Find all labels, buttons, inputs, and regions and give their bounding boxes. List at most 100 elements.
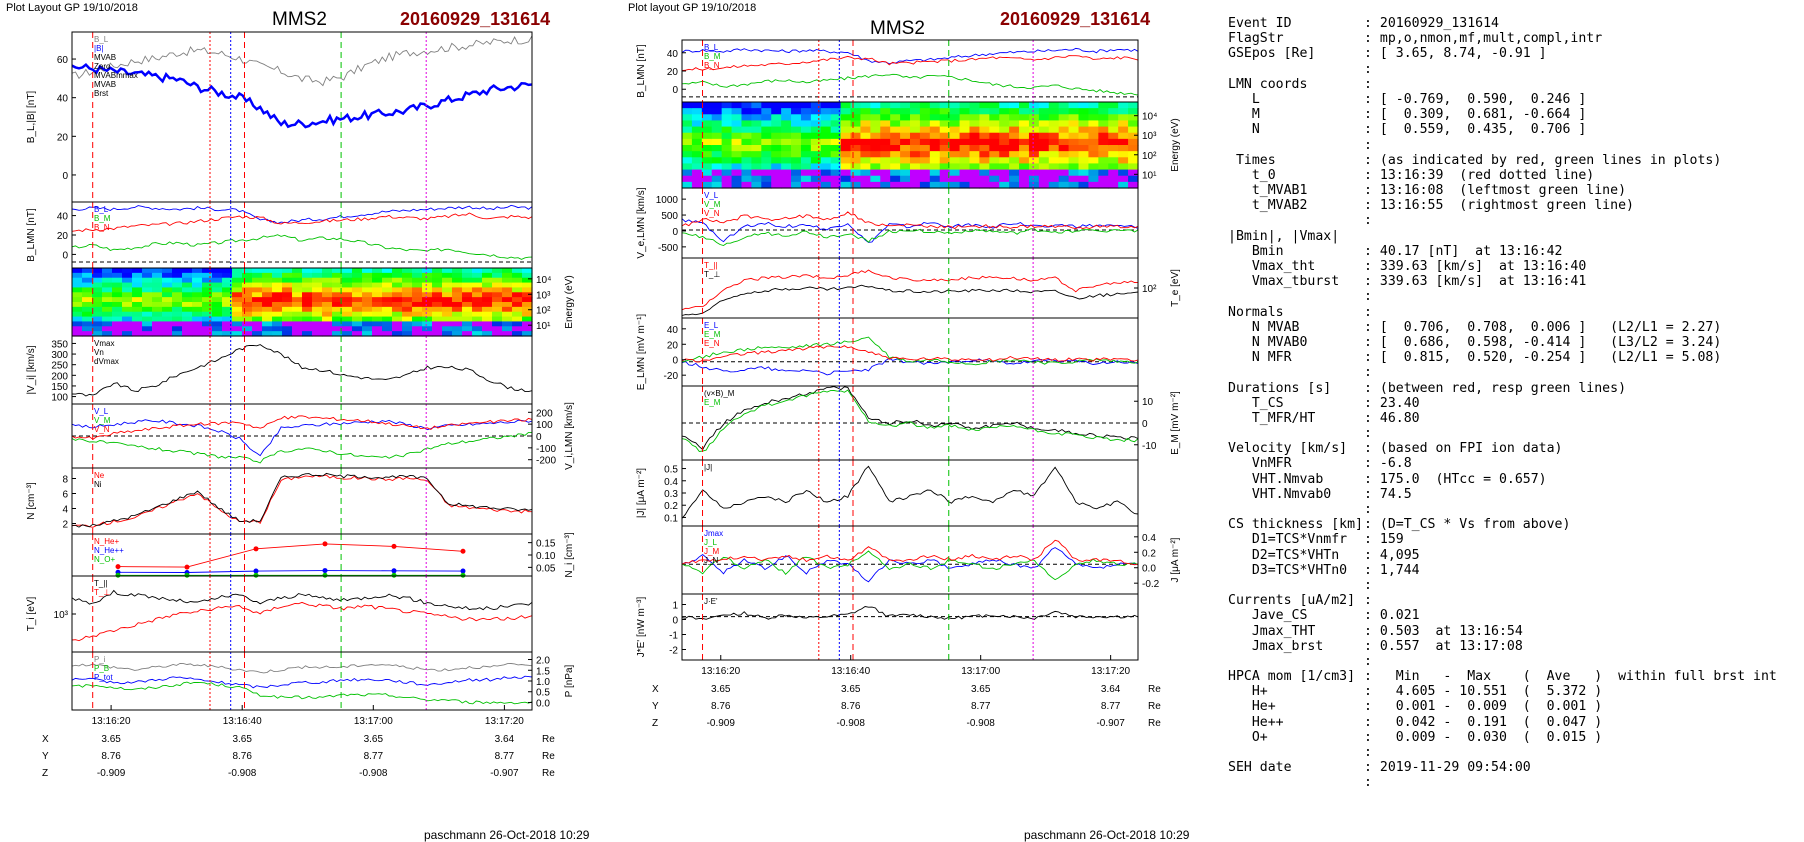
spectrogram-cell bbox=[242, 331, 253, 337]
plot-layout-label: Plot layout GP 19/10/2018 bbox=[628, 2, 757, 14]
spectrogram-cell bbox=[302, 302, 313, 308]
spectrogram-cell bbox=[771, 138, 782, 146]
spectrogram-cell bbox=[252, 277, 263, 284]
spectrogram-cell bbox=[462, 326, 473, 332]
spectrogram-cell bbox=[1028, 102, 1040, 109]
spectrogram-cell bbox=[910, 169, 921, 177]
spectrogram-cell bbox=[701, 163, 713, 171]
legend-entry: Vn bbox=[94, 348, 104, 357]
spectrogram-cell bbox=[262, 302, 273, 308]
series-line bbox=[71, 431, 532, 464]
legend-entry: P_i bbox=[94, 655, 106, 664]
spectrogram-cell bbox=[222, 297, 233, 303]
spectrogram-cell bbox=[232, 292, 243, 298]
y-axis-label: |V_i| [km/s] bbox=[26, 345, 37, 394]
spectrogram-cell bbox=[82, 297, 93, 303]
summary-row: : bbox=[1228, 62, 1777, 77]
spectrogram-cell bbox=[900, 163, 911, 171]
summary-value: : 339.63 [km/s] at 13:16:40 bbox=[1364, 259, 1587, 274]
spectrogram-cell bbox=[1108, 126, 1119, 134]
spectrogram-cell bbox=[989, 175, 1000, 183]
spectrogram-cell bbox=[999, 132, 1010, 140]
y-tick-label: -10 bbox=[1142, 441, 1157, 452]
summary-row: Jmax_THT: 0.503 at 13:16:54 bbox=[1228, 624, 1777, 639]
spectrogram-cell bbox=[242, 282, 253, 289]
spectrogram-cell bbox=[969, 120, 980, 128]
spectrogram-cell bbox=[512, 311, 523, 318]
spectrogram-cell bbox=[142, 306, 153, 313]
spectrogram-cell bbox=[162, 326, 173, 332]
spectrogram-cell bbox=[791, 163, 802, 171]
data-point bbox=[391, 543, 397, 549]
spectrogram-cell bbox=[701, 132, 713, 140]
spectrogram-cell bbox=[502, 316, 513, 323]
spectrogram-cell bbox=[462, 297, 473, 303]
spectrogram-cell bbox=[959, 169, 971, 177]
y-tick-label: 10³ bbox=[54, 610, 69, 621]
y-tick-label: 1.0 bbox=[536, 677, 550, 688]
spectrogram-cell bbox=[152, 311, 163, 318]
spectrogram-cell bbox=[522, 316, 533, 323]
spectrogram-cell bbox=[1088, 181, 1099, 189]
spectrogram-cell bbox=[999, 102, 1010, 109]
spectrogram-cell bbox=[919, 138, 931, 146]
spectrogram-cell bbox=[989, 181, 1000, 189]
spectrogram-cell bbox=[192, 306, 203, 313]
spectrogram-cell bbox=[1048, 181, 1060, 189]
spectrogram-cell bbox=[1108, 151, 1119, 158]
summary-row: Vmax_tht: 339.63 [km/s] at 13:16:40 bbox=[1228, 259, 1777, 274]
spectrogram-cell bbox=[172, 326, 183, 332]
spectrogram-cell bbox=[959, 181, 971, 189]
spectrogram-cell bbox=[771, 132, 782, 140]
spectrogram-cell bbox=[122, 282, 133, 289]
spectrogram-cell bbox=[472, 268, 483, 274]
spectrogram-cell bbox=[272, 302, 283, 308]
spectrogram-cell bbox=[1038, 157, 1050, 165]
spectrogram-cell bbox=[502, 277, 513, 284]
spectrogram-cell bbox=[502, 321, 513, 327]
ephemeris-value: 8.77 bbox=[364, 751, 384, 762]
spectrogram-cell bbox=[1128, 145, 1139, 152]
spectrogram-cell bbox=[1019, 169, 1030, 177]
spectrogram-cell bbox=[92, 268, 103, 274]
spectrogram-cell bbox=[82, 316, 93, 323]
legend-entry: Jmax bbox=[704, 529, 723, 538]
spectrogram-cell bbox=[919, 181, 931, 189]
spectrogram-cell bbox=[850, 175, 862, 183]
spectrogram-cell bbox=[771, 175, 782, 183]
spectrogram-cell bbox=[890, 151, 901, 158]
spectrogram-cell bbox=[1058, 175, 1070, 183]
spectrogram-cell bbox=[302, 282, 313, 289]
spectrogram-cell bbox=[122, 297, 133, 303]
y-tick-label: 0 bbox=[1142, 419, 1148, 430]
spectrogram-cell bbox=[959, 108, 971, 115]
summary-row: T_CS: 23.40 bbox=[1228, 396, 1777, 411]
summary-value: : [ 0.686, 0.598, -0.414 ] (L3/L2 = 3.24… bbox=[1364, 334, 1722, 350]
spectrogram-cell bbox=[751, 151, 762, 158]
summary-key: D3=TCS*VHTn0 bbox=[1228, 562, 1348, 578]
spectrogram-cell bbox=[1098, 151, 1109, 158]
spectrogram-cell bbox=[781, 120, 792, 128]
spectrogram-cell bbox=[1048, 120, 1060, 128]
spectrogram-cell bbox=[212, 316, 223, 323]
spectrogram-cell bbox=[502, 311, 513, 318]
spectrogram-cell bbox=[242, 292, 253, 298]
summary-key: VHT.Nmvab0 bbox=[1228, 486, 1332, 502]
spectrogram-cell bbox=[1078, 157, 1090, 165]
spectrogram-cell bbox=[432, 306, 443, 313]
spectrogram-cell bbox=[870, 145, 881, 152]
spectrogram-cell bbox=[82, 268, 93, 274]
spectrogram-cell bbox=[751, 169, 762, 177]
spectrogram-cell bbox=[82, 321, 93, 327]
spectrogram-cell bbox=[820, 132, 832, 140]
summary-value: : (based on FPI ion data) bbox=[1364, 441, 1563, 457]
summary-value: : Min - Max ( Ave ) within full brst int bbox=[1364, 669, 1777, 685]
series-line bbox=[681, 465, 1139, 519]
spectrogram-cell bbox=[1108, 102, 1119, 109]
spectrogram-cell bbox=[132, 297, 143, 303]
spectrogram-cell bbox=[232, 297, 243, 303]
y-tick-label: 40 bbox=[57, 212, 69, 223]
spectrogram-cell bbox=[1028, 132, 1040, 140]
spectrogram-cell bbox=[850, 157, 862, 165]
